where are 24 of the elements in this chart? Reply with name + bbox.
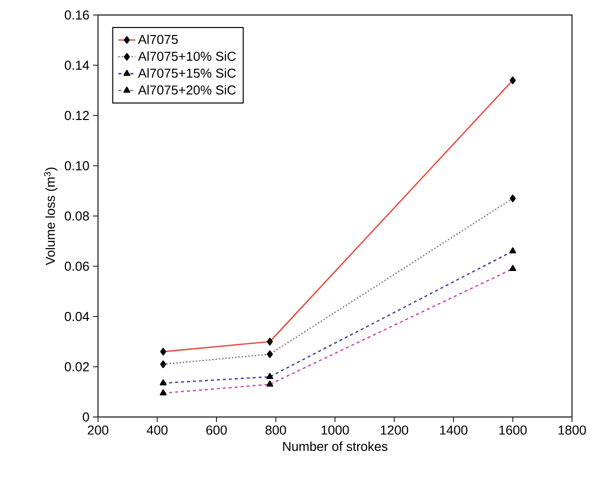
y-tick-label: 0.06	[64, 262, 89, 271]
x-tick-label: 1200	[380, 425, 408, 435]
legend-label: Al7075	[138, 34, 178, 44]
y-tick-label: 0.04	[64, 312, 90, 322]
x-tick-label: 400	[146, 425, 168, 435]
y-tick-label: 0.10	[64, 161, 89, 170]
x-axis-title: Number of strokes	[283, 442, 388, 452]
y-tick-label: 0.14	[64, 60, 90, 70]
y-axis-title: Volume loss (m$^{3}$)	[44, 168, 58, 266]
legend-label: Al7075+10% SiC	[138, 51, 236, 61]
y-tick-label: 0.16	[64, 10, 89, 20]
legend-label: Al7075+15% SiC	[138, 68, 236, 78]
y-tick-label: 0	[82, 412, 89, 422]
x-tick-label: 1600	[499, 425, 527, 435]
legend-label: Al7075+20% SiC	[138, 85, 236, 95]
y-tick-label: 0.12	[64, 110, 89, 120]
y-tick-label: 0.08	[64, 211, 89, 221]
x-tick-label: 200	[88, 425, 108, 435]
y-tick-label: 0.02	[64, 362, 89, 372]
x-tick-label: 1000	[322, 425, 349, 435]
x-tick-label: 1800	[558, 425, 586, 435]
x-tick-label: 800	[266, 425, 286, 435]
x-tick-label: 600	[206, 425, 227, 435]
x-tick-label: 1400	[440, 425, 468, 435]
